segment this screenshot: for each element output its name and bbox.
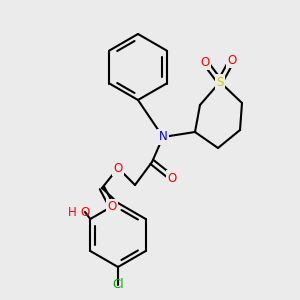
Text: O: O <box>113 161 123 175</box>
Text: Cl: Cl <box>112 278 124 292</box>
Text: N: N <box>159 130 167 143</box>
Text: H: H <box>68 206 76 218</box>
Text: O: O <box>80 206 90 218</box>
Text: O: O <box>107 200 117 214</box>
Text: O: O <box>200 56 210 68</box>
Text: O: O <box>167 172 177 184</box>
Text: O: O <box>227 53 237 67</box>
Text: S: S <box>216 76 224 88</box>
